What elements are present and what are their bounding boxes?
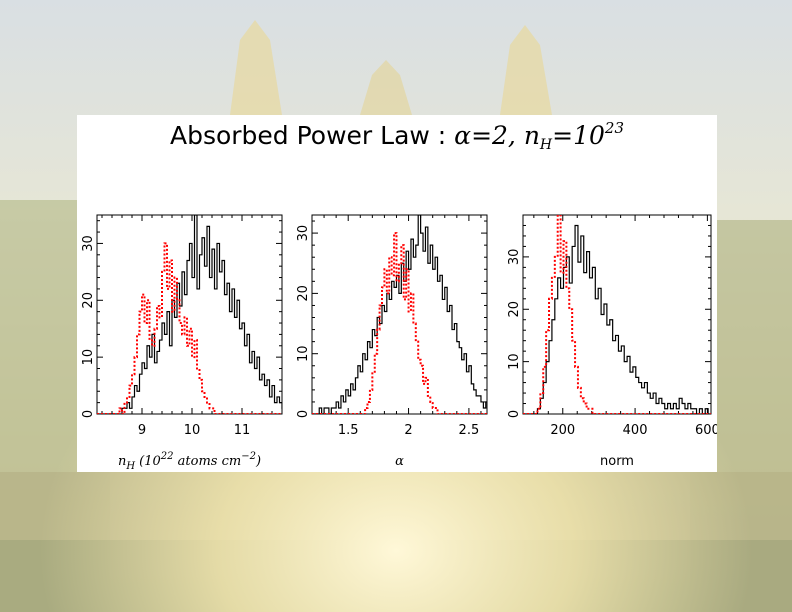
y-tick-label: 30 [296, 225, 311, 242]
chart-panel: Absorbed Power Law : α=2, nH=1023 9 10 11 0… [77, 115, 717, 472]
x-tick-label: 11 [234, 423, 251, 438]
series-black-solid [312, 215, 487, 414]
x-tick-label: 600 [695, 423, 717, 438]
series-red-dotted [312, 232, 487, 414]
chart-title: Absorbed Power Law : α=2, nH=1023 [169, 119, 624, 153]
x-tick-label: 2 [404, 423, 412, 438]
series-red-dotted [523, 215, 711, 414]
series-red-dotted [97, 242, 282, 414]
y-tick-label: 20 [507, 301, 522, 318]
y-tick-label: 0 [507, 410, 522, 418]
histogram-panel-2: 1.5 2 2.5 0 10 20 30 α [296, 214, 488, 469]
series-black-solid [523, 224, 711, 414]
y-tick-label: 10 [296, 345, 311, 362]
y-tick-label: 30 [81, 235, 96, 252]
x-tick-label: 1.5 [338, 423, 359, 438]
y-tick-label: 20 [296, 285, 311, 302]
x-tick-label: 200 [550, 423, 575, 438]
x-tick-label: 9 [138, 423, 146, 438]
x-tick-label: 400 [623, 423, 648, 438]
x-tick-label: 2.5 [459, 423, 480, 438]
y-tick-label: 10 [507, 353, 522, 370]
y-tick-label: 0 [81, 410, 96, 418]
plot-frame [96, 214, 283, 415]
y-tick-label: 0 [296, 410, 311, 418]
x-axis-label: nH (1022 atoms cm−2) [118, 451, 261, 472]
y-tick-label: 10 [81, 349, 96, 366]
y-tick-label: 20 [81, 292, 96, 309]
plot-frame [311, 214, 488, 415]
x-axis-label: α [395, 454, 404, 469]
y-tick-label: 30 [507, 249, 522, 266]
x-tick-label: 10 [184, 423, 201, 438]
histogram-panels: 9 10 11 0 10 20 30 nH (1022 atoms cm−2) 1.5 2 2.5 0… [81, 214, 717, 472]
plot-frame [522, 214, 712, 415]
x-axis-label: norm [600, 454, 634, 469]
histogram-panel-1: 9 10 11 0 10 20 30 nH (1022 atoms cm−2) [81, 214, 283, 472]
histogram-panel-3: 200 400 600 0 10 20 30 norm [507, 214, 717, 469]
series-black-solid [97, 215, 282, 414]
